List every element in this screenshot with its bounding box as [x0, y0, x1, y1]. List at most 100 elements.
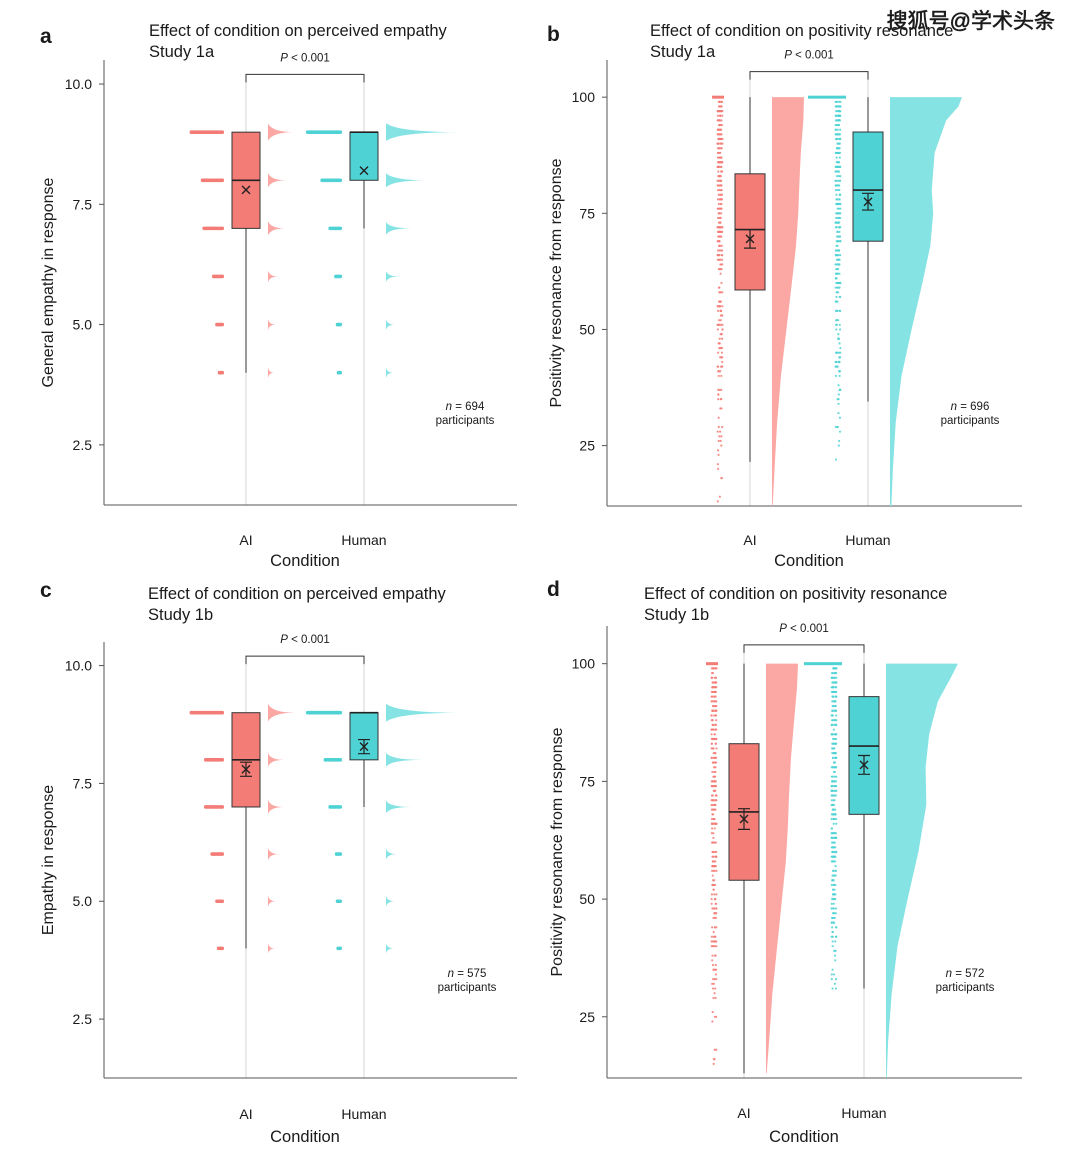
raw-point — [833, 676, 836, 679]
raw-point — [717, 221, 721, 224]
raw-point — [838, 309, 842, 312]
raw-points-human — [328, 226, 342, 231]
panel-letter: a — [40, 25, 52, 48]
raw-point — [710, 742, 713, 745]
raw-point — [717, 393, 720, 396]
raw-point — [721, 114, 724, 117]
raw-point — [834, 865, 837, 868]
raw-point — [714, 855, 718, 858]
raw-point — [720, 212, 723, 215]
raw-point — [715, 709, 718, 712]
raw-point — [714, 973, 718, 976]
raw-point — [713, 723, 716, 726]
raw-point — [830, 978, 833, 981]
raw-point — [830, 921, 833, 924]
raw-point — [718, 161, 721, 164]
raw-point — [718, 119, 721, 122]
raw-point — [837, 179, 840, 182]
raw-point — [716, 142, 719, 145]
raw-point — [836, 249, 839, 252]
raw-point — [711, 926, 714, 929]
density-human — [886, 663, 958, 1078]
raw-point — [830, 766, 833, 769]
raw-point — [834, 883, 837, 887]
raw-point — [839, 193, 842, 196]
raw-point — [716, 179, 719, 182]
raw-point — [831, 709, 834, 712]
raw-points-ceiling-ai — [712, 95, 724, 99]
raw-point — [721, 110, 724, 113]
raw-point — [716, 147, 720, 150]
raw-point — [717, 202, 720, 206]
raw-point — [835, 277, 838, 280]
raw-point — [715, 714, 718, 717]
raw-point — [837, 402, 840, 405]
raw-points-ai — [716, 96, 724, 503]
raw-point — [717, 193, 720, 196]
raw-point — [715, 822, 718, 825]
y-tick-label: 25 — [579, 1009, 595, 1025]
raw-point — [720, 374, 723, 378]
raw-point — [719, 267, 722, 271]
raw-point — [717, 467, 720, 470]
n-sublabel: participants — [936, 982, 995, 994]
raw-point — [720, 351, 724, 354]
raw-point — [833, 888, 836, 891]
raw-points-ai — [215, 322, 224, 327]
raw-point — [834, 959, 837, 962]
raw-point — [832, 667, 836, 670]
group-ai — [706, 662, 798, 1074]
raw-points-ceiling-human — [808, 95, 846, 99]
raw-point — [834, 935, 838, 938]
raw-point — [834, 170, 837, 173]
raw-point — [830, 803, 833, 807]
x-tick-label-human: Human — [341, 532, 386, 548]
raw-point — [716, 161, 720, 164]
watermark-text: 搜狐号@学术头条 — [887, 10, 1055, 33]
raw-point — [710, 817, 714, 821]
density-human — [386, 173, 430, 188]
raw-point — [838, 119, 841, 122]
y-axis-label: General empathy in response — [40, 177, 57, 387]
raw-point — [714, 676, 717, 679]
raw-point — [721, 305, 724, 308]
raw-point — [839, 137, 842, 141]
raw-point — [710, 780, 713, 783]
raw-point — [834, 179, 838, 182]
raw-point — [720, 156, 723, 159]
raw-point — [833, 700, 836, 703]
raw-point — [835, 295, 838, 299]
raw-point — [713, 992, 716, 995]
raw-point — [834, 987, 838, 990]
raw-point — [839, 226, 842, 229]
raw-point — [715, 1015, 718, 1018]
raw-point — [838, 416, 842, 419]
raw-point — [834, 300, 837, 303]
raw-point — [716, 365, 719, 368]
raw-point — [717, 439, 720, 443]
raw-point — [835, 822, 838, 825]
density-human — [890, 97, 962, 507]
density-human — [386, 943, 394, 954]
raw-point — [717, 216, 720, 220]
raw-point — [714, 916, 718, 920]
raw-point — [831, 874, 834, 877]
raw-points-ai — [210, 852, 224, 856]
raw-point — [710, 902, 713, 905]
raw-point — [835, 151, 838, 155]
raw-points-ai — [217, 370, 224, 375]
raw-point — [712, 930, 715, 934]
raw-point — [837, 337, 840, 340]
raw-point — [718, 291, 721, 294]
raw-point — [835, 240, 838, 243]
raw-point — [836, 230, 839, 233]
raw-point — [837, 254, 840, 257]
raw-point — [719, 221, 722, 224]
y-tick-label: 25 — [579, 438, 595, 454]
raw-point — [830, 883, 833, 887]
raw-point — [715, 907, 718, 910]
raw-point — [836, 291, 839, 294]
x-axis-label: Condition — [774, 552, 844, 570]
raw-point — [834, 912, 837, 915]
raw-point — [714, 690, 717, 694]
